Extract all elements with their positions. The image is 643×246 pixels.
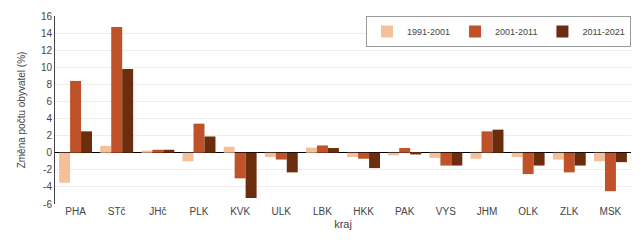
svg-text:-6: -6 bbox=[43, 199, 52, 210]
svg-text:PHA: PHA bbox=[65, 206, 86, 217]
svg-text:4: 4 bbox=[46, 113, 52, 124]
svg-text:JHM: JHM bbox=[477, 206, 498, 217]
svg-text:-2: -2 bbox=[43, 164, 52, 175]
svg-text:8: 8 bbox=[46, 79, 52, 90]
svg-text:ULK: ULK bbox=[272, 206, 292, 217]
svg-text:2: 2 bbox=[46, 130, 52, 141]
svg-text:OLK: OLK bbox=[518, 206, 538, 217]
svg-text:LBK: LBK bbox=[313, 206, 332, 217]
svg-text:2001-2011: 2001-2011 bbox=[495, 27, 537, 37]
svg-text:STč: STč bbox=[108, 206, 126, 217]
svg-text:2011-2021: 2011-2021 bbox=[582, 27, 624, 37]
svg-text:0: 0 bbox=[46, 147, 52, 158]
svg-text:1991-2001: 1991-2001 bbox=[407, 27, 450, 37]
svg-text:HKK: HKK bbox=[353, 206, 374, 217]
svg-text:VYS: VYS bbox=[436, 206, 456, 217]
svg-text:16: 16 bbox=[41, 11, 53, 22]
svg-text:-4: -4 bbox=[43, 181, 52, 192]
svg-text:10: 10 bbox=[41, 62, 53, 73]
svg-text:14: 14 bbox=[41, 28, 53, 39]
svg-text:PAK: PAK bbox=[395, 206, 415, 217]
svg-text:Změna počtu obyvatel (%): Změna počtu obyvatel (%) bbox=[16, 52, 27, 169]
svg-text:KVK: KVK bbox=[230, 206, 250, 217]
svg-text:PLK: PLK bbox=[190, 206, 209, 217]
svg-text:MSK: MSK bbox=[600, 206, 622, 217]
svg-text:JHč: JHč bbox=[149, 206, 166, 217]
svg-text:12: 12 bbox=[41, 45, 53, 56]
svg-text:kraj: kraj bbox=[334, 218, 352, 230]
svg-text:6: 6 bbox=[46, 96, 52, 107]
svg-text:ZLK: ZLK bbox=[560, 206, 579, 217]
